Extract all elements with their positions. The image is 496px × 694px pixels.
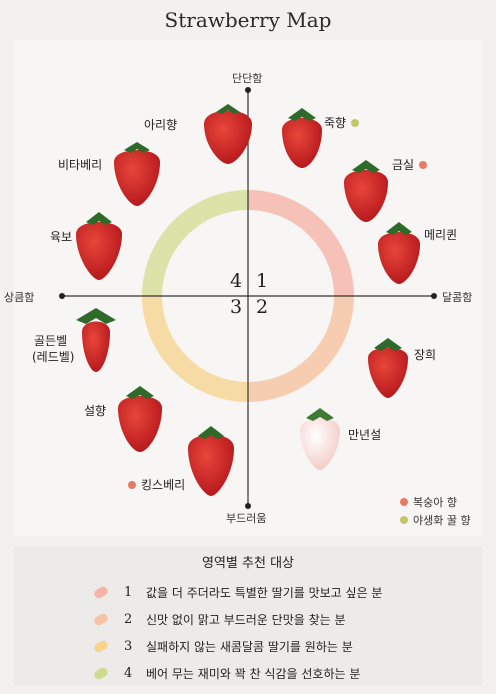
strawberry-jukhyang-image: [282, 108, 322, 168]
strawberry-geumsil-image: [344, 160, 388, 222]
label-geumsil-text: 금실: [392, 158, 415, 172]
strawberry-map: [59, 87, 437, 509]
label-kingsberry-text: 킹스베리: [141, 478, 186, 492]
label-yukbo: 육보: [50, 230, 73, 244]
recommendation-num: 1: [124, 585, 133, 600]
recommendation-row-3: 3 실패하지 않는 새콤달콤 딸기를 원하는 분: [92, 638, 353, 655]
ring-quadrant-4: [142, 190, 248, 296]
recommendation-row-2: 2 신맛 없이 맑고 부드러운 단맛을 찾는 분: [92, 611, 346, 628]
axis-label-right: 달콤함: [442, 291, 473, 304]
quadrant-1-swatch: [92, 585, 110, 600]
strawberry-map-panel: 단단함 부드러움 상큼함 달콤함 1 2 3 4 아리향 비타베리 육보 골든벨…: [4, 40, 482, 536]
recommendation-title: 영역별 추천 대상: [202, 556, 294, 571]
ring-quadrant-3: [142, 296, 248, 402]
ring-quadrant-1: [248, 190, 354, 296]
ring-quadrant-2: [248, 296, 354, 402]
label-janghee: 장희: [414, 348, 437, 362]
legend-peach: 복숭아 향: [400, 494, 457, 510]
recommendation-row-1: 1 값을 더 주더라도 특별한 딸기를 맛보고 싶은 분: [92, 584, 383, 601]
label-kingsberry: 킹스베리: [128, 476, 185, 493]
axis-end-right: [431, 293, 437, 299]
strawberry-janghee-image: [368, 338, 408, 398]
recommendation-num: 3: [124, 639, 133, 654]
quadrant-2-number: 2: [256, 296, 269, 318]
axis-label-bottom: 부드러움: [226, 512, 267, 525]
recommendation-text: 신맛 없이 맑고 부드러운 단맛을 찾는 분: [146, 613, 346, 627]
recommendation-num: 4: [124, 666, 133, 681]
quadrant-3-swatch: [92, 639, 110, 654]
wildflower-dot-icon: [400, 516, 408, 524]
strawberry-merryqueen-image: [378, 222, 420, 284]
label-geumsil: 금실: [392, 156, 428, 173]
quadrant-1-number: 1: [256, 270, 269, 292]
label-vitaberry: 비타베리: [58, 158, 103, 172]
recommendation-num: 2: [124, 612, 133, 627]
label-goldenbell: 골든벨: [34, 334, 68, 348]
recommendation-text: 베어 무는 재미와 꽉 찬 식감을 선호하는 분: [146, 667, 361, 681]
axis-end-bottom: [245, 503, 251, 509]
strawberry-mannyeonseol-image: [300, 408, 340, 470]
strawberry-ariyang-image: [204, 104, 252, 164]
axis-label-left: 상큼함: [4, 291, 35, 304]
quadrant-4-number: 4: [230, 270, 243, 292]
strawberry-yukbo-image: [76, 212, 122, 280]
label-jukhyang: 죽향: [324, 114, 360, 131]
recommendation-row-4: 4 베어 무는 재미와 꽉 찬 식감을 선호하는 분: [92, 665, 361, 682]
recommendation-text: 실패하지 않는 새콤달콤 딸기를 원하는 분: [146, 640, 353, 654]
peach-dot-icon: [400, 498, 408, 506]
legend-wildflower: 야생화 꿀 향: [400, 512, 471, 528]
peach-dot-icon: [128, 480, 136, 489]
axis-end-left: [59, 293, 65, 299]
recommendation-panel: 영역별 추천 대상 1 값을 더 주더라도 특별한 딸기를 맛보고 싶은 분 2…: [14, 546, 482, 686]
legend-wildflower-label: 야생화 꿀 향: [413, 514, 471, 527]
peach-dot-icon: [419, 160, 428, 169]
label-merryqueen: 메리퀸: [424, 228, 458, 242]
label-redbell: (레드벨): [32, 350, 75, 364]
legend-peach-label: 복숭아 향: [413, 496, 457, 509]
axis-end-top: [245, 87, 251, 93]
strawberry-vitaberry-image: [114, 142, 160, 206]
quadrant-4-swatch: [92, 666, 110, 681]
page-title: Strawberry Map: [164, 8, 332, 32]
quadrant-2-swatch: [92, 612, 110, 627]
label-seolhyang: 설향: [84, 404, 107, 418]
wildflower-dot-icon: [351, 118, 360, 127]
axis-label-top: 단단함: [232, 72, 263, 85]
label-mannyeonseol: 만년설: [348, 428, 382, 442]
recommendation-text: 값을 더 주더라도 특별한 딸기를 맛보고 싶은 분: [146, 586, 383, 600]
quadrant-3-number: 3: [230, 296, 243, 318]
strawberry-seolhyang-image: [118, 386, 162, 452]
label-ariyang: 아리향: [144, 118, 178, 132]
label-jukhyang-text: 죽향: [324, 116, 347, 130]
strawberry-kingsberry-image: [188, 426, 234, 496]
strawberry-goldenbell-image: [76, 308, 116, 372]
